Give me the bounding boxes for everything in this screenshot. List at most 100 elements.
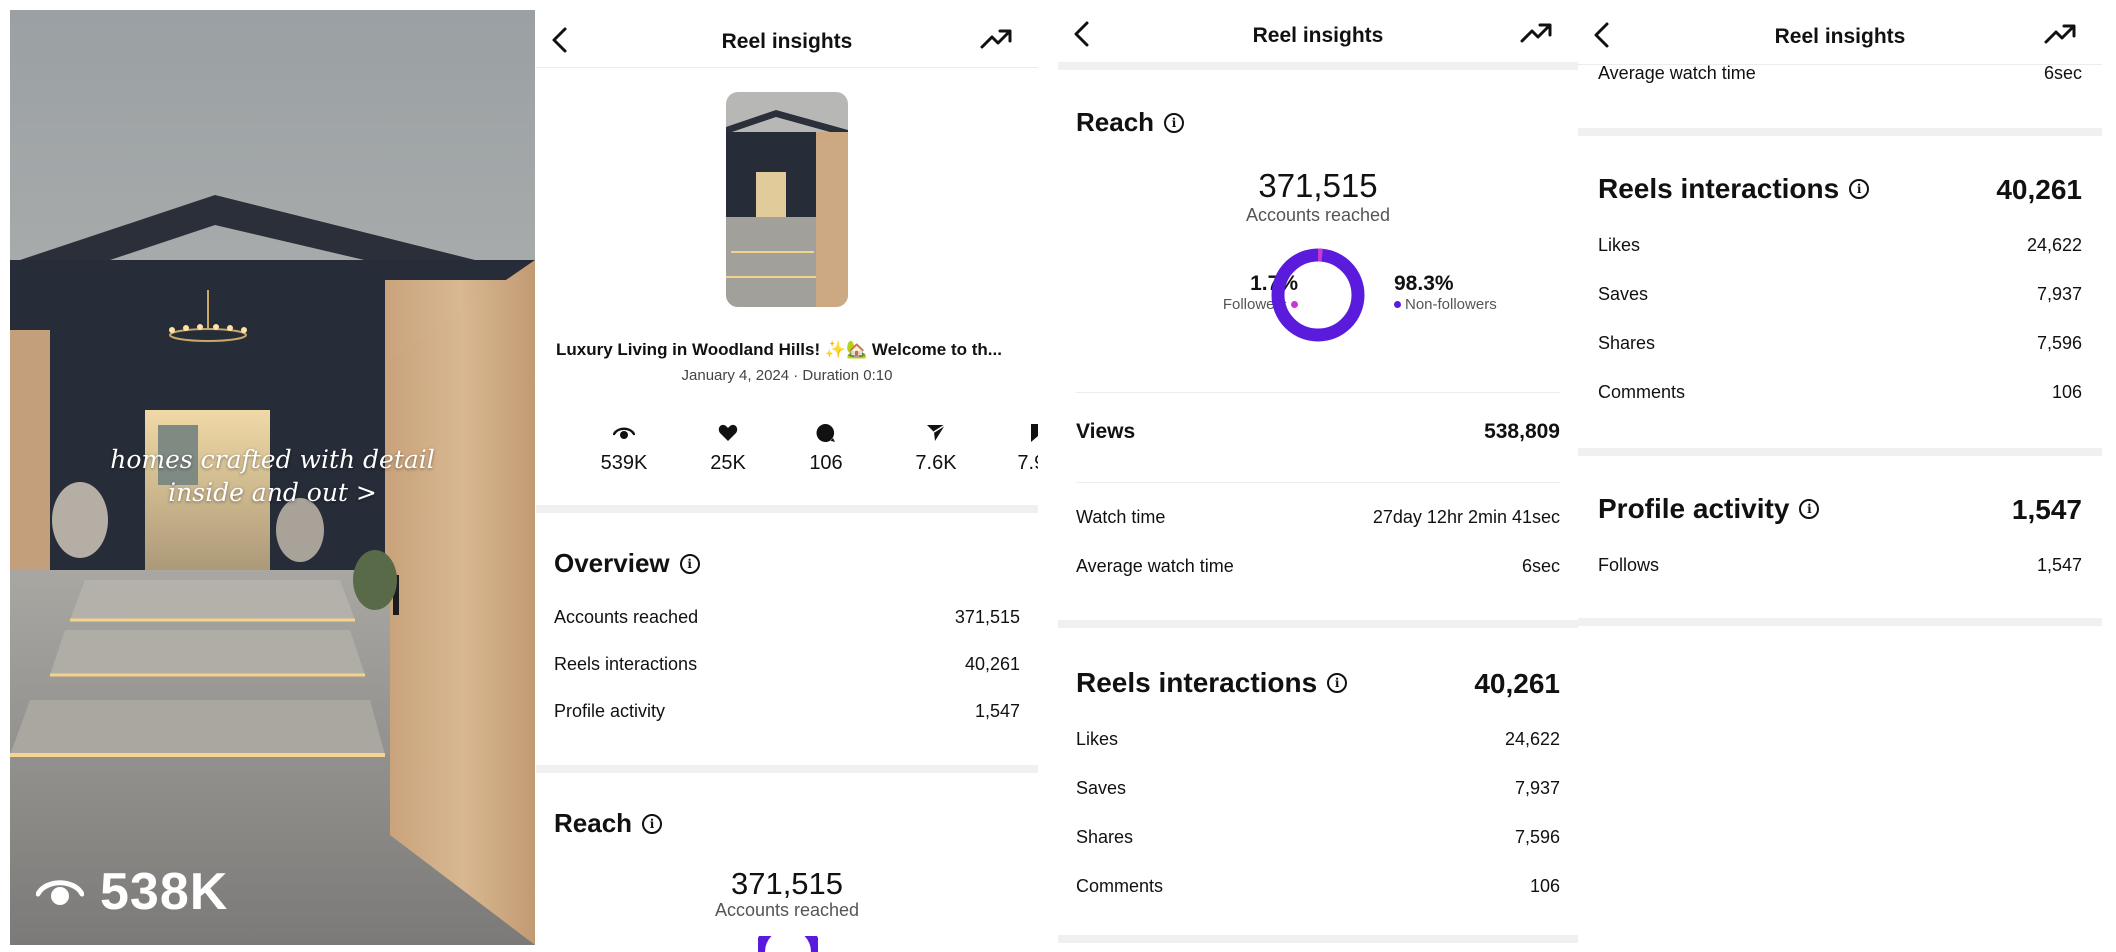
bookmark-icon (1031, 424, 1038, 442)
views-row[interactable]: Views 538,809 (1076, 420, 1560, 444)
profile-activity-heading: Profile activity i (1598, 493, 1820, 525)
interactions-row-comments[interactable]: Comments 106 (1598, 382, 2082, 403)
info-icon[interactable]: i (1327, 673, 1348, 693)
overview-row-profile-activity[interactable]: Profile activity 1,547 (554, 701, 1020, 722)
nonfollowers-dot (1394, 301, 1401, 308)
overview-row-accounts-reached[interactable]: Accounts reached 371,515 (554, 607, 1020, 628)
profile-activity-total: 1,547 (2011, 494, 2082, 525)
info-icon[interactable]: i (1799, 499, 1820, 519)
stat-value: 106 (809, 452, 843, 474)
reach-value: 371,515 (1258, 167, 1378, 204)
profile-activity-row-follows[interactable]: Follows 1,547 (1598, 555, 2082, 576)
stat-views: 539K (574, 420, 674, 475)
views-label: Views (1076, 420, 1136, 443)
overview-heading: Overview i (554, 548, 700, 579)
info-icon[interactable]: i (1164, 112, 1185, 133)
row-value: 7,596 (1514, 827, 1560, 847)
nonfollowers-legend: 98.3% Non-followers (1394, 272, 1497, 313)
interactions-row-saves[interactable]: Saves 7,937 (1076, 778, 1560, 799)
section-divider (1578, 618, 2102, 626)
share-icon (927, 424, 946, 441)
nonfollowers-pct: 98.3% (1394, 272, 1454, 295)
reel-overlay-text: homes crafted with detail (110, 445, 435, 474)
interactions-row-saves[interactable]: Saves 7,937 (1598, 284, 2082, 305)
row-value: 1,547 (974, 701, 1020, 721)
row-label: Shares (1598, 333, 1656, 353)
interactions-row-shares[interactable]: Shares 7,596 (1076, 827, 1560, 848)
row-value: 6sec (2043, 63, 2082, 83)
reel-caption: Luxury Living in Woodland Hills! ✨🏡 Welc… (556, 340, 1002, 359)
row-label: Reels interactions (554, 654, 698, 674)
reach-donut-chart (1271, 248, 1365, 342)
nonfollowers-arc (1271, 248, 1365, 342)
row-label: Shares (1076, 827, 1134, 847)
row-value: 1,547 (2036, 555, 2082, 575)
interactions-row-shares[interactable]: Shares 7,596 (1598, 333, 2082, 354)
view-count: 538K (100, 863, 229, 921)
row-label: Watch time (1076, 507, 1166, 527)
interactions-heading: Reels interactions i (1598, 173, 1870, 205)
avg-watch-time-row[interactable]: Average watch time 6sec (1076, 556, 1560, 577)
stat-likes: 25K (678, 420, 778, 475)
trending-up-icon[interactable] (980, 28, 1012, 50)
info-icon[interactable]: i (1849, 179, 1870, 199)
nonfollowers-label: Non-followers (1405, 296, 1497, 313)
interactions-total: 40,261 (1996, 174, 2082, 205)
trending-up-icon[interactable] (2044, 23, 2076, 45)
info-icon[interactable]: i (679, 553, 700, 574)
info-icon[interactable]: i (642, 813, 663, 834)
avg-watch-time-row[interactable]: Average watch time 6sec (1598, 63, 2082, 84)
reel-thumbnail[interactable] (726, 92, 848, 307)
followers-label: Followers (1222, 296, 1287, 313)
row-value: 6sec (1521, 556, 1560, 576)
section-divider (1578, 128, 2102, 136)
profile-activity-title: Profile activity (1598, 493, 1790, 524)
reach-donut-partial (758, 936, 818, 952)
divider (1076, 392, 1560, 393)
nav-bar: Reel insights (1058, 12, 1578, 82)
divider (1076, 482, 1560, 483)
reel-meta: January 4, 2024 · Duration 0:10 (681, 367, 893, 384)
row-value: 7,596 (2036, 333, 2082, 353)
row-label: Saves (1598, 284, 1649, 304)
eye-icon (613, 427, 635, 439)
page-title: Reel insights (1774, 25, 1906, 48)
row-value: 106 (1529, 876, 1560, 896)
stat-shares: 7.6K (886, 420, 986, 475)
reel-image (10, 10, 535, 945)
stat-saves: 7.9K (988, 420, 1038, 475)
section-divider (1058, 935, 1578, 943)
row-label: Likes (1076, 729, 1119, 749)
row-value: 24,622 (1504, 729, 1560, 749)
nav-bar: Reel insights (1578, 13, 2102, 83)
reel-preview[interactable]: homes crafted with detail inside and out… (10, 10, 535, 945)
insights-panel-reach[interactable]: Reel insights Reach i 371,515 Accounts r… (1058, 0, 1578, 952)
row-label: Accounts reached (554, 607, 699, 627)
back-chevron-icon[interactable] (550, 26, 568, 54)
watch-time-row[interactable]: Watch time 27day 12hr 2min 41sec (1076, 507, 1560, 528)
insights-panel-overview[interactable]: Reel insights Luxury Living in Woodland … (536, 0, 1038, 952)
interactions-total: 40,261 (1474, 668, 1560, 699)
view-count-badge: 538K (36, 862, 228, 922)
trending-up-icon[interactable] (1520, 22, 1552, 44)
stat-value: 539K (600, 452, 648, 474)
section-divider (1058, 620, 1578, 628)
interactions-row-likes[interactable]: Likes 24,622 (1598, 235, 2082, 256)
interactions-row-comments[interactable]: Comments 106 (1076, 876, 1560, 897)
row-label: Average watch time (1598, 63, 1756, 83)
followers-arc (1271, 248, 1365, 342)
reach-heading: Reach i (554, 808, 663, 839)
followers-dot (1291, 301, 1298, 308)
reach-heading: Reach i (1076, 107, 1185, 138)
insights-panel-interactions[interactable]: Reel insights Average watch time 6sec Re… (1578, 0, 2102, 952)
back-chevron-icon[interactable] (1072, 20, 1090, 48)
section-divider (1578, 448, 2102, 456)
stat-value: 7.6K (915, 452, 957, 474)
back-chevron-icon[interactable] (1592, 21, 1610, 49)
interactions-row-likes[interactable]: Likes 24,622 (1076, 729, 1560, 750)
reel-thumbnail-image (726, 92, 848, 307)
row-label: Comments (1598, 382, 1686, 402)
overview-row-reels-interactions[interactable]: Reels interactions 40,261 (554, 654, 1020, 675)
interactions-heading: Reels interactions i (1076, 667, 1348, 699)
reach-label: Accounts reached (1245, 205, 1391, 225)
